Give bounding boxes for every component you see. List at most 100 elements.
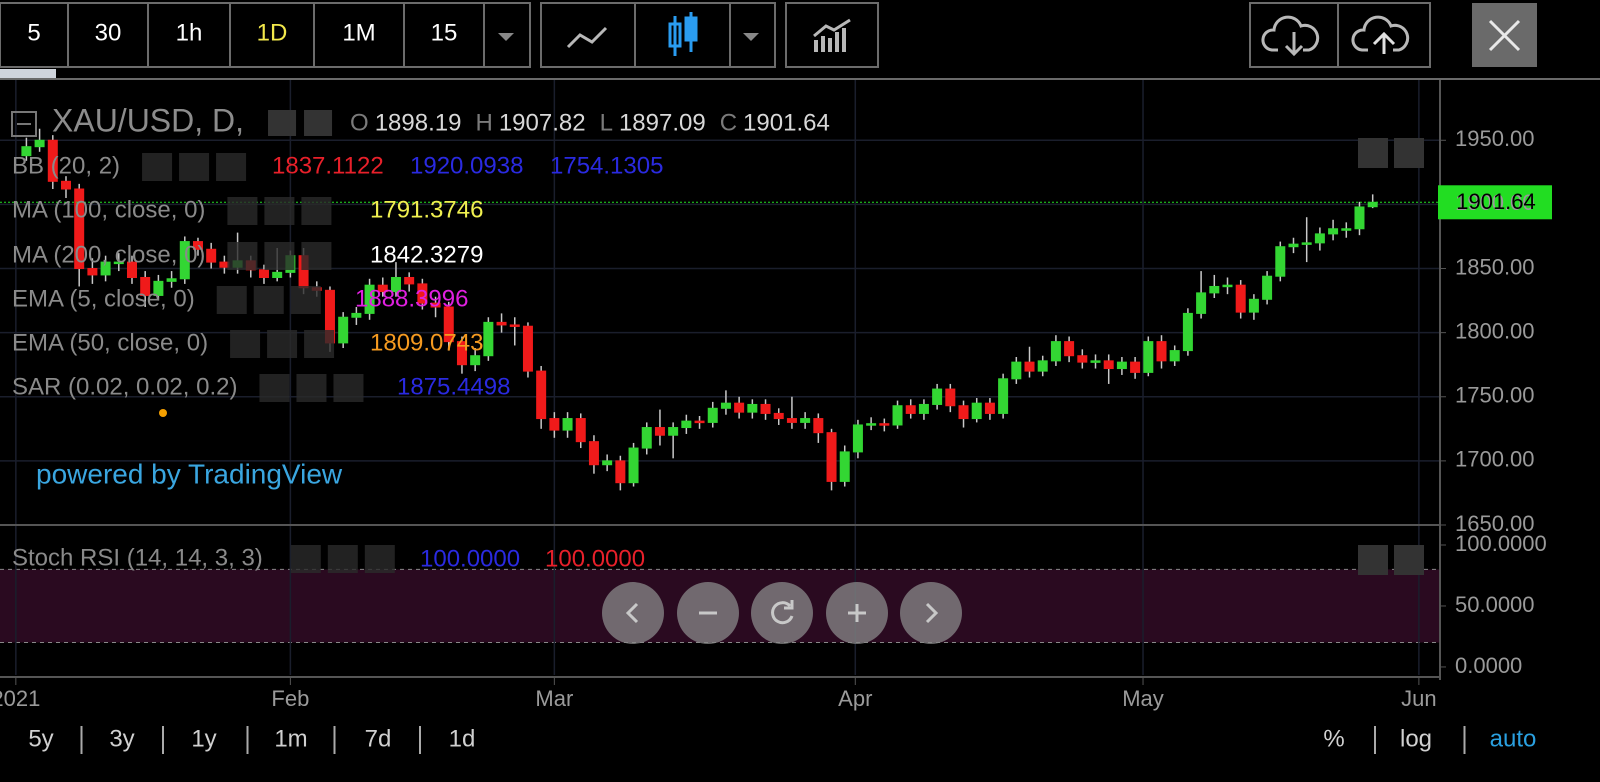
candle-body — [1077, 355, 1088, 363]
candle-body — [866, 423, 877, 426]
button[interactable] — [1394, 138, 1424, 168]
collapse-icon[interactable] — [11, 111, 37, 137]
candle-body — [113, 261, 124, 265]
nav-right[interactable] — [900, 582, 962, 644]
price-label: 1901.64 — [1456, 189, 1536, 214]
stoch-name: Stoch RSI (14, 14, 3, 3) — [12, 544, 263, 571]
nav-reset[interactable] — [751, 582, 813, 644]
button[interactable] — [1358, 545, 1388, 575]
candle-body — [1182, 312, 1193, 352]
candle-body — [998, 378, 1009, 414]
candle-body — [984, 402, 995, 414]
candle-body — [932, 388, 943, 405]
interval-label: 30 — [95, 19, 122, 46]
indicator-value: 1842.3279 — [370, 241, 483, 268]
button[interactable] — [147, 2, 231, 68]
candle-body — [1209, 285, 1220, 294]
stoch-value: 100.0000 — [545, 545, 645, 572]
candle-body — [905, 405, 916, 414]
gear-icon — [267, 330, 298, 358]
ohlc-letter: C — [720, 109, 737, 136]
y-tick-label: 1750.00 — [1455, 383, 1535, 408]
y-tick-label: 1950.00 — [1455, 126, 1535, 151]
candle-body — [892, 405, 903, 426]
nav-left[interactable] — [602, 582, 664, 644]
candle-body — [1301, 242, 1312, 245]
candle-body — [1235, 284, 1246, 313]
y-tick-label: 1700.00 — [1455, 447, 1535, 472]
candle-body — [74, 188, 85, 270]
candle-body — [720, 402, 731, 409]
range-button[interactable]: 1d — [449, 725, 476, 752]
interval-label: 1M — [342, 19, 375, 46]
interval-label: 15 — [431, 19, 458, 46]
gear-icon — [179, 153, 210, 181]
candle-body — [747, 403, 758, 413]
candle-body — [852, 424, 863, 453]
remove-icon — [304, 330, 335, 358]
cloud-up-icon — [1351, 15, 1410, 52]
ohlc-value: 1901.64 — [743, 109, 830, 136]
candle-body — [258, 269, 269, 278]
candle-body — [654, 427, 665, 436]
marker — [159, 409, 167, 417]
candle-body — [60, 180, 71, 190]
candle-body — [536, 370, 547, 420]
candle-body — [87, 268, 98, 276]
candle-body — [1143, 341, 1154, 373]
candle-body — [166, 278, 177, 282]
indicator-name: EMA (5, close, 0) — [12, 285, 195, 312]
button[interactable] — [67, 2, 149, 68]
button[interactable] — [1358, 138, 1388, 168]
x-tick-label: Feb — [271, 686, 309, 711]
scroll-buttons — [1358, 138, 1424, 575]
candle-body — [1130, 361, 1141, 373]
candle-chart-button[interactable] — [634, 2, 731, 68]
candle-body — [602, 460, 613, 466]
candle-body — [1367, 201, 1378, 208]
range-button[interactable]: 3y — [109, 725, 134, 752]
candle-body — [126, 261, 137, 278]
eye-icon — [216, 286, 247, 314]
tab[interactable] — [0, 69, 56, 78]
indicator-name: MA (100, close, 0) — [12, 196, 205, 223]
candle-body — [390, 276, 401, 293]
scale-mode[interactable]: auto — [1490, 725, 1537, 752]
range-button[interactable]: 5y — [28, 725, 53, 752]
x-tick-label: May — [1122, 686, 1164, 711]
scale-mode[interactable]: % — [1323, 725, 1344, 752]
remove-icon — [301, 242, 332, 270]
candle-body — [945, 388, 956, 407]
dropdown[interactable] — [729, 2, 776, 68]
gear-icon — [264, 197, 295, 225]
candle-body — [588, 441, 599, 466]
indicator-value: 1791.3746 — [370, 196, 483, 223]
candle-body — [1288, 243, 1299, 248]
button[interactable] — [1394, 545, 1424, 575]
navigation — [602, 582, 962, 644]
range-button[interactable]: 7d — [365, 725, 392, 752]
candle-body — [641, 427, 652, 449]
x-tick-label: 2021 — [0, 686, 40, 711]
button[interactable] — [313, 2, 405, 68]
scale-mode[interactable]: log — [1400, 725, 1432, 752]
range-button[interactable]: 1m — [274, 725, 307, 752]
y-tick-label: 100.0000 — [1455, 531, 1547, 556]
button[interactable] — [229, 2, 315, 68]
candle-body — [1037, 360, 1048, 372]
indicators-button[interactable] — [785, 2, 879, 68]
eye-icon — [227, 197, 258, 225]
range-button[interactable]: 1y — [191, 725, 216, 752]
x-tick-label: Jun — [1401, 686, 1436, 711]
candle-body — [1275, 246, 1286, 277]
candle-body — [100, 261, 111, 276]
candle-body — [364, 284, 375, 314]
line-chart-button[interactable] — [540, 2, 636, 68]
candle-body — [1050, 341, 1061, 362]
eye-icon — [290, 545, 321, 573]
eye-icon — [142, 153, 173, 181]
overlay — [0, 80, 1552, 680]
candle-body — [918, 403, 929, 414]
indicator-name: MA (200, close, 0) — [12, 241, 205, 268]
candle-body — [668, 427, 679, 436]
